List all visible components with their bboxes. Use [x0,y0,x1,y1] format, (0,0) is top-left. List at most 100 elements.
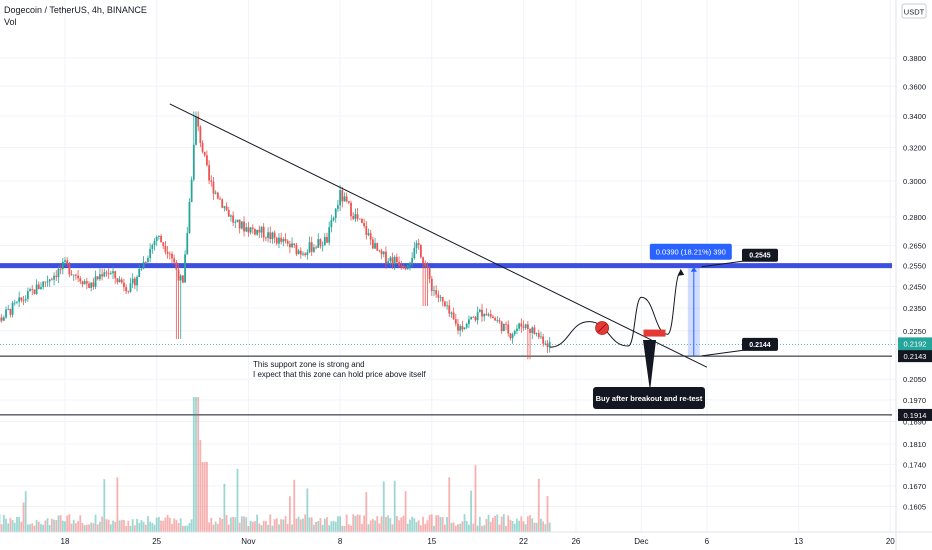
price-tick-label: 0.2800 [903,213,926,222]
candle-body [20,297,23,301]
candle-body [136,276,138,286]
candle-body [293,243,296,246]
volume-bar [131,519,134,532]
volume-bar [306,488,309,532]
volume-bar [470,490,472,532]
volume-bar [48,525,51,532]
candle-body [382,251,385,255]
candle-body [330,220,333,228]
candle-body [151,245,154,249]
volume-bar [343,525,346,532]
volume-bar [361,523,363,532]
buy-callout[interactable]: Buy after breakout and re-test [593,340,705,409]
price-callout-box[interactable] [742,248,778,262]
candle-body [131,278,134,284]
volume-bar [424,523,427,532]
volume-bar [153,524,156,532]
candle-body [306,252,309,256]
candle-body [238,219,241,229]
candle-body [369,233,372,240]
drawing-tools[interactable]: 0.0390 (18.21%) 390 0.2545 0.2144 [169,103,778,368]
volume-bar [385,516,387,532]
volume-bar [258,523,261,532]
candle-body [210,180,213,182]
volume-bar [468,524,470,532]
candle-body [461,326,464,330]
candle-body [433,290,435,292]
volume-bar [398,520,400,532]
candle-body [282,239,285,242]
volume-bar [378,523,381,532]
volume-bar [125,525,128,532]
projection-path[interactable] [549,271,682,348]
volume-bar [116,477,119,532]
volume-bar [439,517,442,532]
candle-body [168,253,171,255]
volume-bar [509,519,512,532]
volume-bar [11,520,14,532]
volume-bar [513,523,516,532]
volume-bar [262,520,265,532]
candle-body [251,227,254,229]
volume-bar [422,516,424,532]
time-tick-label: 13 [794,537,803,546]
time-tick-label: 25 [152,537,161,546]
candle-body [177,269,180,281]
volume-bar [0,524,3,532]
volume-bar [284,516,287,532]
price-callout-box[interactable] [742,337,778,351]
candle-body [179,275,182,281]
candle-body [13,302,16,304]
candle-body [219,198,221,200]
volume-bar [433,525,435,532]
candle-body [522,326,525,328]
currency-button[interactable]: USDT [901,3,927,19]
candle-body [118,279,121,283]
volume-bar [476,525,479,532]
volume-bar [182,525,184,532]
volume-bar [450,522,453,532]
volume-bar [540,518,542,532]
volume-bar [33,525,36,532]
volume-bar [323,518,326,532]
candle-body [260,226,263,233]
candle-body [448,305,451,314]
volume-bar [441,517,444,532]
volume-bar [243,516,245,532]
volume-bar [516,518,518,532]
candle-body [157,235,160,237]
time-tick-label: 22 [519,537,528,546]
volume-bar [64,521,66,532]
candle-body [37,284,40,290]
candle-body [103,272,106,277]
retest-marker-icon[interactable] [643,329,666,337]
time-tick-label: Dec [634,537,648,546]
volume-bar [417,520,420,532]
descending-trendline[interactable] [169,103,708,368]
volume-bar [184,525,186,532]
time-tick-label: 18 [61,537,70,546]
volume-bar [310,517,313,532]
candle-body [284,239,287,241]
volume-bar [358,514,361,532]
candle-body [227,210,230,217]
volume-bar [419,525,422,532]
candle-body [361,218,363,224]
candle-body [247,227,250,233]
volume-bar [72,519,75,532]
volume-bar [230,517,232,532]
volume-bar [428,514,431,532]
volume-bar [24,491,27,532]
volume-bar [88,524,90,532]
support-price-badge [898,350,932,363]
candle-body [529,328,531,333]
volume-bar [356,514,359,532]
candle-body [299,250,302,255]
callout-pointer-line [701,349,747,357]
candle-body [85,281,88,284]
volume-bar [374,520,376,532]
candle-body [199,126,202,143]
candle-body [502,323,505,332]
candle-body [59,268,62,270]
